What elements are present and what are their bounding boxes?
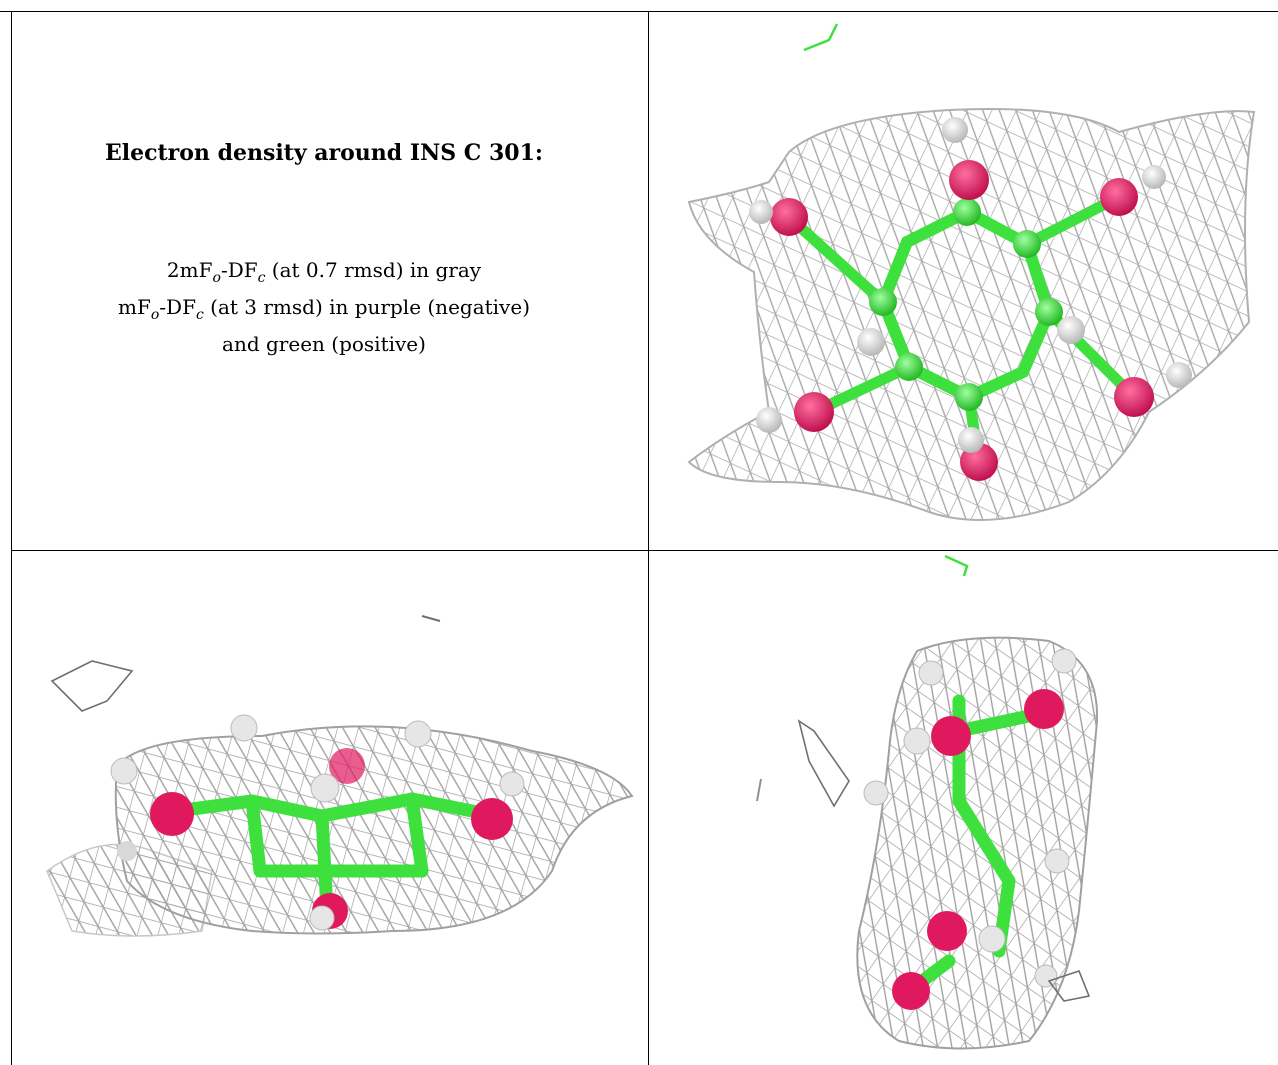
figure-description: 2mFo-DFc (at 0.7 rmsd) in gray mFo-DFc (… (12, 256, 636, 359)
description-line-3: and green (positive) (222, 332, 426, 356)
caption-cell: Electron density around INS C 301: 2mFo-… (12, 12, 648, 550)
hydrogen-atoms (863, 648, 1077, 988)
grid-divider-vertical (648, 11, 649, 1065)
density-view-top-svg (687, 23, 1256, 521)
mesh-fragment-line (756, 778, 762, 802)
density-view-end (649, 551, 1278, 1065)
positive-density-fragment (803, 23, 839, 52)
hydrogen-atoms (110, 714, 525, 931)
grid-border-top (0, 11, 1278, 12)
hydrogen-atoms (749, 117, 1192, 453)
side-bonds (155, 792, 489, 918)
description-line-2: mFo-DFc (at 3 rmsd) in purple (negative) (118, 295, 530, 323)
density-view-side (12, 551, 648, 1065)
mesh-fragment-left (797, 719, 850, 808)
grid-divider-horizontal (11, 550, 1278, 551)
positive-density-fragment (944, 554, 969, 577)
mesh-fragment-right (1047, 970, 1091, 1002)
grid-border-left (11, 11, 12, 1065)
oxygen-atoms (892, 689, 1064, 1010)
carbon-atoms (869, 198, 1063, 411)
density-view-end-svg (756, 554, 1099, 1050)
oxygen-atoms (770, 160, 1154, 481)
mesh-fragment-left (50, 660, 134, 712)
density-view-side-svg (46, 615, 634, 937)
mesh-fragment-top (421, 615, 441, 622)
density-view-top (649, 12, 1278, 550)
description-line-1: 2mFo-DFc (at 0.7 rmsd) in gray (166, 258, 482, 286)
electron-density-mesh (114, 725, 634, 935)
figure-title: Electron density around INS C 301: (104, 140, 544, 166)
